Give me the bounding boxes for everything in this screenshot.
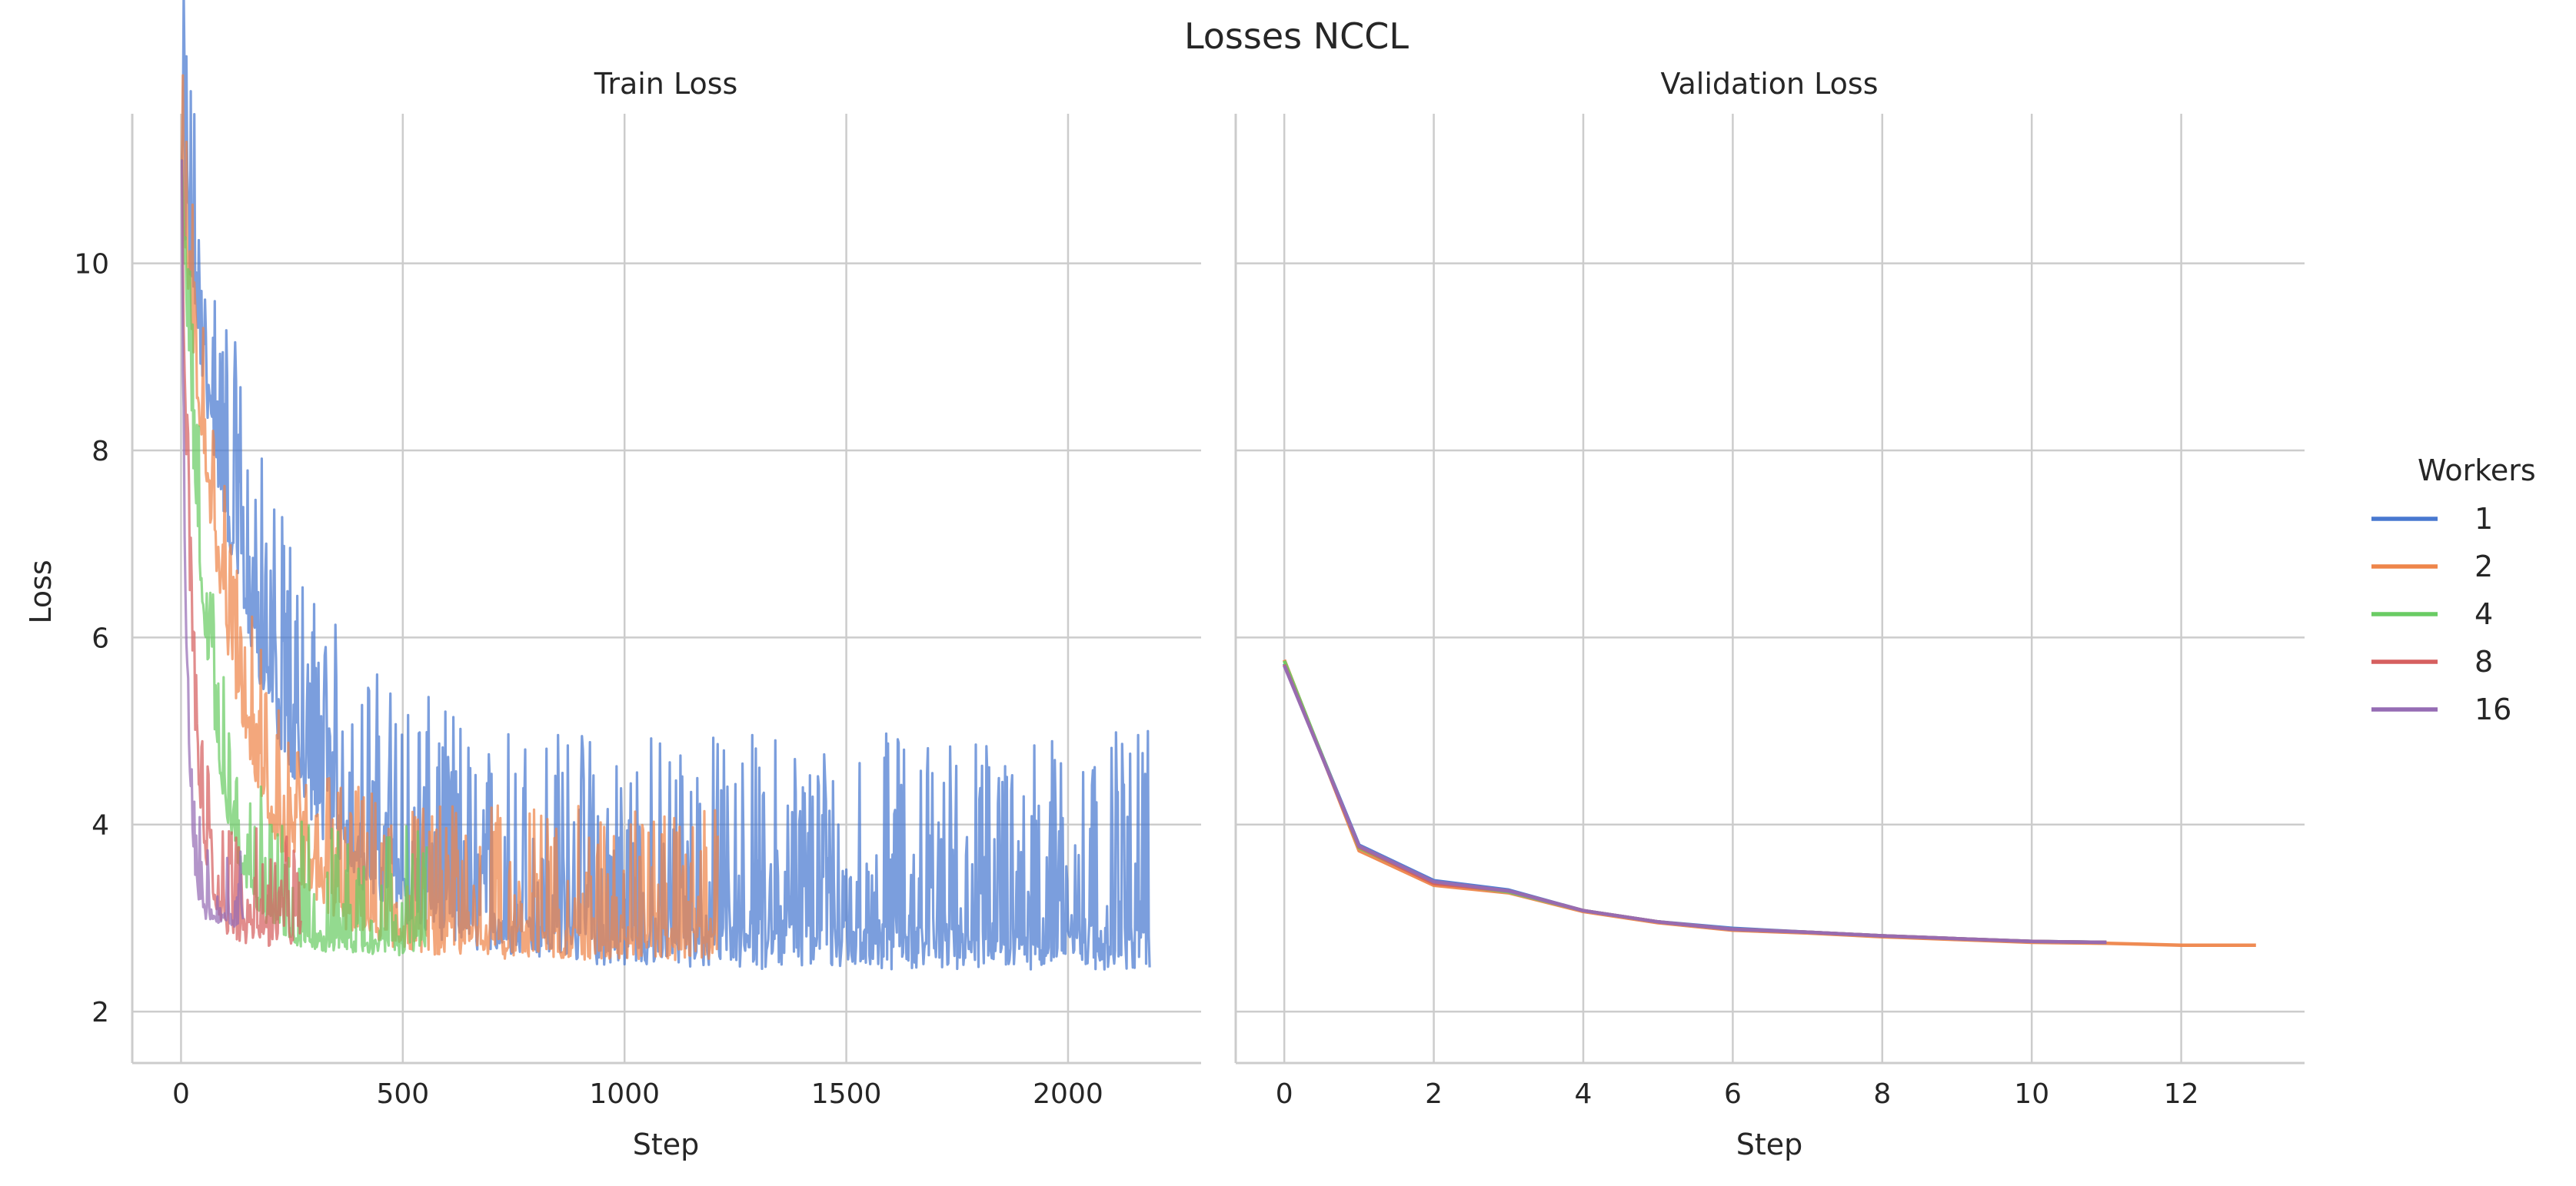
train-y-tick-label: 4 <box>92 810 109 842</box>
train-x-tick-label: 0 <box>172 1078 190 1110</box>
legend: Workers 1 2 4 8 16 <box>2371 453 2536 726</box>
validation-x-tick-label: 6 <box>1724 1078 1742 1110</box>
validation-series-16-line <box>1283 665 2107 945</box>
legend-title: Workers <box>2418 453 2536 487</box>
figure-title: Losses NCCL <box>1184 15 1409 57</box>
train-x-tick-label: 500 <box>376 1078 429 1110</box>
validation-x-tick-label: 10 <box>2014 1078 2049 1110</box>
validation-loss-title: Validation Loss <box>1660 67 1878 101</box>
train-loss-panel: Train Loss 0 500 1000 1500 2000 2 4 6 8 10 Step L… <box>24 0 1201 1161</box>
validation-series-1-line <box>1283 663 2107 945</box>
validation-x-axis-label: Step <box>1736 1128 1803 1161</box>
validation-x-tick-label: 12 <box>2164 1078 2199 1110</box>
validation-series-2-line <box>1283 659 2256 947</box>
train-loss-title: Train Loss <box>594 67 738 101</box>
train-x-axis-label: Step <box>633 1128 700 1161</box>
train-y-tick-label: 10 <box>74 249 109 281</box>
train-y-tick-label: 2 <box>92 997 109 1028</box>
validation-series-8-line <box>1283 663 2107 945</box>
train-tick-labels: 0 500 1000 1500 2000 2 4 6 8 10 <box>74 249 1103 1110</box>
validation-x-tick-label: 0 <box>1276 1078 1293 1110</box>
legend-label-1: 1 <box>2474 502 2493 536</box>
train-x-tick-label: 1500 <box>811 1078 882 1110</box>
train-gridlines <box>132 114 1201 1063</box>
train-axes <box>131 114 1201 1065</box>
legend-label-2: 2 <box>2474 550 2493 583</box>
validation-series-4-line <box>1283 659 2107 945</box>
train-series-16-line <box>181 159 245 929</box>
validation-loss-panel: Validation Loss 0 2 4 6 8 10 12 Step <box>1234 67 2305 1161</box>
train-x-tick-label: 1000 <box>589 1078 660 1110</box>
validation-x-tick-label: 2 <box>1425 1078 1443 1110</box>
validation-gridlines <box>1236 114 2305 1063</box>
validation-x-tick-label: 4 <box>1575 1078 1593 1110</box>
y-axis-label: Loss <box>24 560 58 623</box>
train-y-tick-label: 6 <box>92 623 109 654</box>
validation-axes <box>1234 114 2305 1065</box>
validation-x-tick-label: 8 <box>1873 1078 1891 1110</box>
validation-series-group <box>1283 659 2256 947</box>
train-series-2-line <box>181 74 719 962</box>
legend-label-4: 4 <box>2474 597 2493 631</box>
train-y-tick-label: 8 <box>92 436 109 467</box>
legend-label-8: 8 <box>2474 645 2493 679</box>
legend-label-16: 16 <box>2474 693 2511 726</box>
legend-items: 1 2 4 8 16 <box>2371 502 2511 726</box>
train-series-4-line <box>181 159 428 957</box>
train-series-group <box>181 0 1151 971</box>
validation-tick-labels: 0 2 4 6 8 10 12 <box>1276 1078 2199 1110</box>
train-x-tick-label: 2000 <box>1033 1078 1103 1110</box>
